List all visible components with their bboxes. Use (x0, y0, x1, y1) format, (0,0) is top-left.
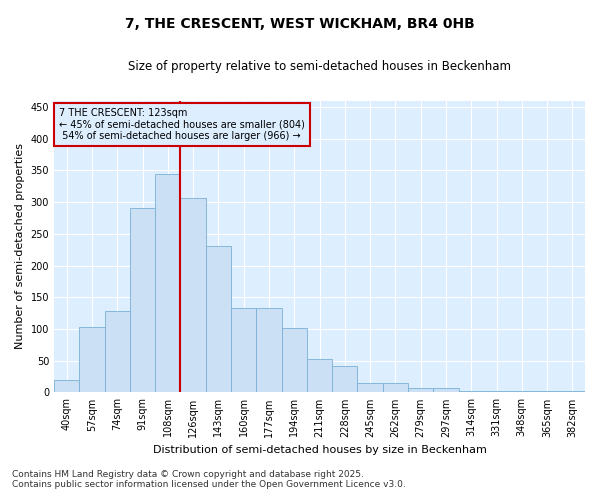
Bar (104, 310, 130, 392)
Bar (130, 208, 155, 392)
Bar (433, 388, 458, 392)
Bar (560, 391, 585, 392)
Bar (535, 391, 560, 392)
Y-axis label: Number of semi-detached properties: Number of semi-detached properties (15, 144, 25, 350)
Bar (256, 308, 281, 392)
Bar (281, 328, 307, 392)
Bar (231, 308, 256, 392)
Bar (509, 391, 535, 392)
Bar (408, 388, 433, 392)
Bar (383, 383, 408, 392)
X-axis label: Distribution of semi-detached houses by size in Beckenham: Distribution of semi-detached houses by … (152, 445, 487, 455)
Bar (155, 174, 181, 392)
Bar (206, 246, 231, 392)
Bar (484, 391, 509, 392)
Bar (358, 383, 383, 392)
Title: Size of property relative to semi-detached houses in Beckenham: Size of property relative to semi-detach… (128, 60, 511, 73)
Text: 7 THE CRESCENT: 123sqm
← 45% of semi-detached houses are smaller (804)
 54% of s: 7 THE CRESCENT: 123sqm ← 45% of semi-det… (59, 108, 305, 141)
Bar (181, 198, 206, 392)
Bar (79, 327, 104, 392)
Bar (307, 359, 332, 392)
Bar (54, 380, 79, 392)
Text: Contains HM Land Registry data © Crown copyright and database right 2025.
Contai: Contains HM Land Registry data © Crown c… (12, 470, 406, 489)
Bar (458, 391, 484, 392)
Bar (332, 366, 358, 392)
Text: 7, THE CRESCENT, WEST WICKHAM, BR4 0HB: 7, THE CRESCENT, WEST WICKHAM, BR4 0HB (125, 18, 475, 32)
